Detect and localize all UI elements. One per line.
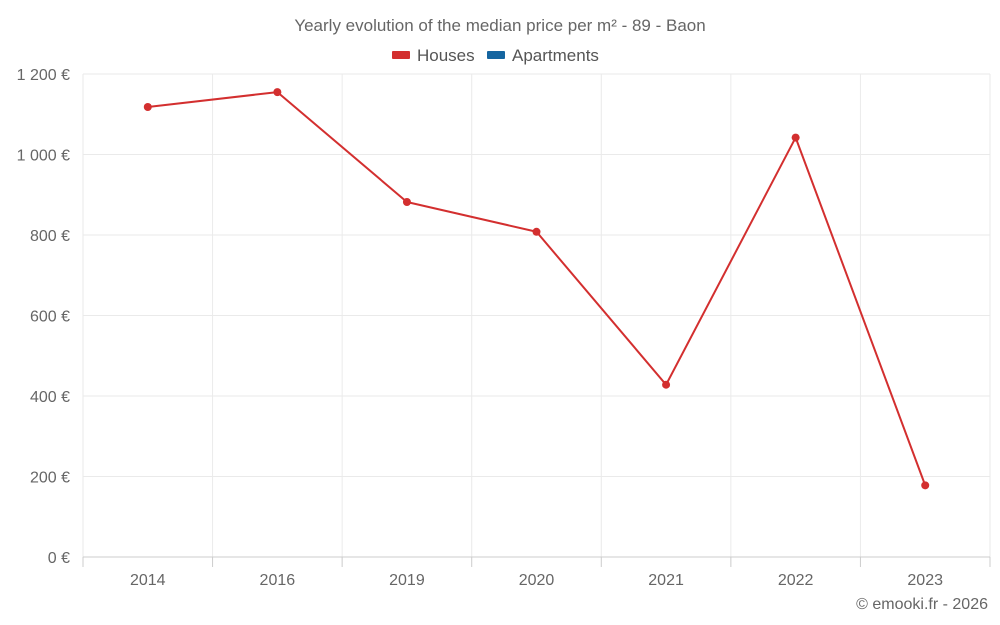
data-point-houses[interactable] bbox=[402, 197, 411, 206]
y-tick-label: 600 € bbox=[30, 309, 70, 326]
legend-label-apartments: Apartments bbox=[512, 46, 599, 65]
data-point-houses[interactable] bbox=[791, 133, 800, 142]
y-tick-label: 0 € bbox=[48, 550, 70, 567]
x-tick-label: 2021 bbox=[648, 572, 684, 589]
x-tick-label: 2019 bbox=[389, 572, 425, 589]
y-tick-label: 1 000 € bbox=[17, 148, 70, 165]
y-tick-label: 1 200 € bbox=[17, 67, 70, 84]
legend-item-houses[interactable]: Houses bbox=[392, 46, 475, 65]
data-point-houses[interactable] bbox=[273, 88, 282, 97]
data-point-houses[interactable] bbox=[143, 103, 152, 112]
x-axis: 2014 2016 2019 2020 2021 2022 2023 bbox=[82, 556, 991, 589]
y-tick-label: 800 € bbox=[30, 228, 70, 245]
chart-title: Yearly evolution of the median price per… bbox=[294, 16, 705, 35]
legend-swatch-houses bbox=[392, 51, 410, 59]
data-point-houses[interactable] bbox=[532, 227, 541, 236]
x-tick-label: 2022 bbox=[778, 572, 814, 589]
y-tick-label: 200 € bbox=[30, 470, 70, 487]
data-point-houses[interactable] bbox=[921, 481, 930, 490]
plot-area bbox=[143, 88, 930, 490]
x-tick-label: 2020 bbox=[519, 572, 555, 589]
credit: © emooki.fr - 2026 bbox=[856, 596, 988, 613]
data-point-houses[interactable] bbox=[662, 380, 671, 389]
grid bbox=[82, 73, 991, 558]
legend-item-apartments[interactable]: Apartments bbox=[487, 46, 599, 65]
y-axis: 0 € 200 € 400 € 600 € 800 € 1 000 € 1 200 € bbox=[17, 67, 70, 567]
series-line-houses bbox=[147, 91, 927, 486]
y-tick-label: 400 € bbox=[30, 389, 70, 406]
legend-swatch-apartments bbox=[487, 51, 505, 59]
legend: Houses Apartments bbox=[392, 46, 599, 65]
x-tick-label: 2016 bbox=[260, 572, 296, 589]
x-tick-label: 2014 bbox=[130, 572, 166, 589]
x-tick-label: 2023 bbox=[907, 572, 943, 589]
legend-label-houses: Houses bbox=[417, 46, 475, 65]
